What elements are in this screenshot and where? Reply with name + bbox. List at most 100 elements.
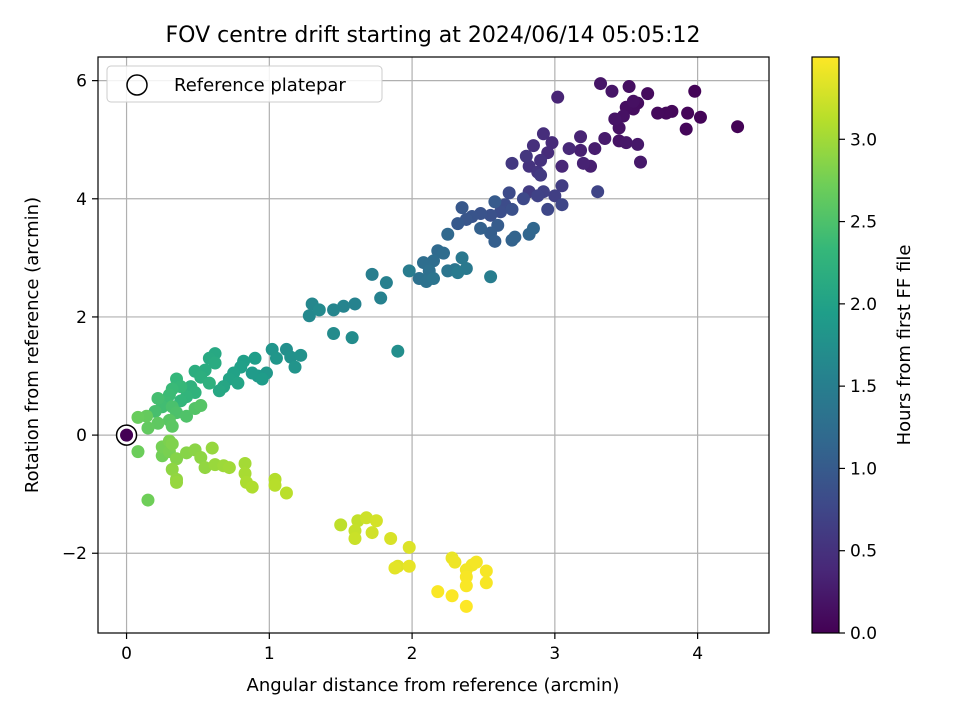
data-point xyxy=(576,156,590,170)
legend: Reference platepar xyxy=(106,65,383,103)
colorbar-tick-label: 0.0 xyxy=(850,624,877,644)
data-point xyxy=(151,391,165,405)
data-point xyxy=(431,585,445,599)
data-point xyxy=(494,205,508,219)
points xyxy=(131,77,745,613)
data-point xyxy=(141,421,155,435)
data-point xyxy=(534,168,548,182)
data-point xyxy=(479,564,493,578)
data-point xyxy=(619,136,633,150)
data-point xyxy=(731,120,745,134)
data-point xyxy=(288,360,302,374)
data-point xyxy=(508,230,522,244)
y-tick-label: 6 xyxy=(76,72,87,92)
data-point xyxy=(427,272,440,286)
data-point xyxy=(131,410,145,424)
data-point xyxy=(634,155,648,169)
colorbar-tick-label: 1.0 xyxy=(850,459,877,479)
data-point xyxy=(445,589,459,603)
data-point xyxy=(598,132,612,146)
x-tick-label: 4 xyxy=(692,644,703,664)
y-tick-label: 0 xyxy=(76,426,87,446)
data-point xyxy=(574,143,588,157)
data-point xyxy=(441,227,455,241)
data-point xyxy=(365,526,379,540)
data-point xyxy=(170,452,184,466)
data-point xyxy=(222,461,236,475)
data-point xyxy=(488,234,502,248)
data-point xyxy=(327,326,341,340)
data-point xyxy=(379,276,393,290)
reference-point xyxy=(120,428,134,442)
data-point xyxy=(608,112,622,126)
y-tick-label: 4 xyxy=(76,190,87,210)
colorbar: 0.0 0.5 1.0 1.5 2.0 2.5 3.0 Hours from first F… xyxy=(811,56,915,644)
data-point xyxy=(641,87,655,101)
data-point xyxy=(548,189,562,203)
x-tick-label: 0 xyxy=(121,644,132,664)
y-tick-label: −2 xyxy=(62,544,87,564)
colorbar-tick-label: 2.5 xyxy=(850,213,877,233)
data-point xyxy=(651,106,665,120)
data-point xyxy=(505,156,519,170)
data-point xyxy=(402,264,416,278)
data-point xyxy=(402,540,416,554)
data-point xyxy=(693,110,707,124)
data-point xyxy=(451,217,465,231)
data-point xyxy=(302,309,316,323)
data-point xyxy=(626,94,640,108)
data-point xyxy=(574,130,588,144)
data-point xyxy=(165,437,179,451)
data-point xyxy=(459,579,473,593)
data-point xyxy=(534,153,548,167)
colorbar-label: Hours from first FF file xyxy=(894,245,915,446)
data-point xyxy=(238,456,252,470)
data-point xyxy=(269,351,283,365)
data-point xyxy=(248,351,262,365)
data-point xyxy=(455,201,469,215)
data-point xyxy=(334,518,348,532)
data-point xyxy=(131,445,145,459)
data-point xyxy=(141,493,155,507)
data-point xyxy=(212,384,226,398)
data-point xyxy=(479,576,493,590)
data-point xyxy=(591,185,605,199)
data-point xyxy=(170,475,184,489)
data-point xyxy=(555,198,569,212)
data-point xyxy=(255,372,269,386)
data-point xyxy=(268,478,282,492)
y-axis: −2 0 2 4 6 xyxy=(62,72,98,564)
data-point xyxy=(402,559,416,573)
data-point xyxy=(536,127,550,141)
colorbar-gradient xyxy=(811,56,840,634)
data-point xyxy=(391,344,405,358)
data-point xyxy=(622,80,636,94)
data-point xyxy=(436,246,450,260)
data-point xyxy=(165,462,179,476)
data-point xyxy=(180,409,194,423)
y-tick-label: 2 xyxy=(76,308,87,328)
data-point xyxy=(526,221,540,235)
data-point xyxy=(526,139,540,153)
data-point xyxy=(245,480,259,494)
data-point xyxy=(165,419,179,433)
y-axis-label: Rotation from reference (arcmin) xyxy=(22,197,43,493)
colorbar-tick-label: 0.5 xyxy=(850,542,877,562)
data-point xyxy=(294,348,308,362)
x-tick-label: 1 xyxy=(264,644,275,664)
data-point xyxy=(369,514,383,528)
data-point xyxy=(384,531,398,545)
colorbar-ticks: 0.0 0.5 1.0 1.5 2.0 2.5 3.0 xyxy=(839,130,877,644)
data-point xyxy=(151,416,165,430)
data-point xyxy=(688,84,702,98)
data-point xyxy=(365,267,379,281)
colorbar-tick-label: 2.0 xyxy=(850,295,877,315)
data-point xyxy=(541,202,555,216)
data-point xyxy=(551,90,565,104)
plot-frame xyxy=(97,56,770,634)
data-point xyxy=(469,555,483,569)
data-point xyxy=(359,511,373,525)
data-point xyxy=(337,299,351,313)
colorbar-tick-label: 3.0 xyxy=(850,130,877,150)
data-point xyxy=(427,254,440,268)
